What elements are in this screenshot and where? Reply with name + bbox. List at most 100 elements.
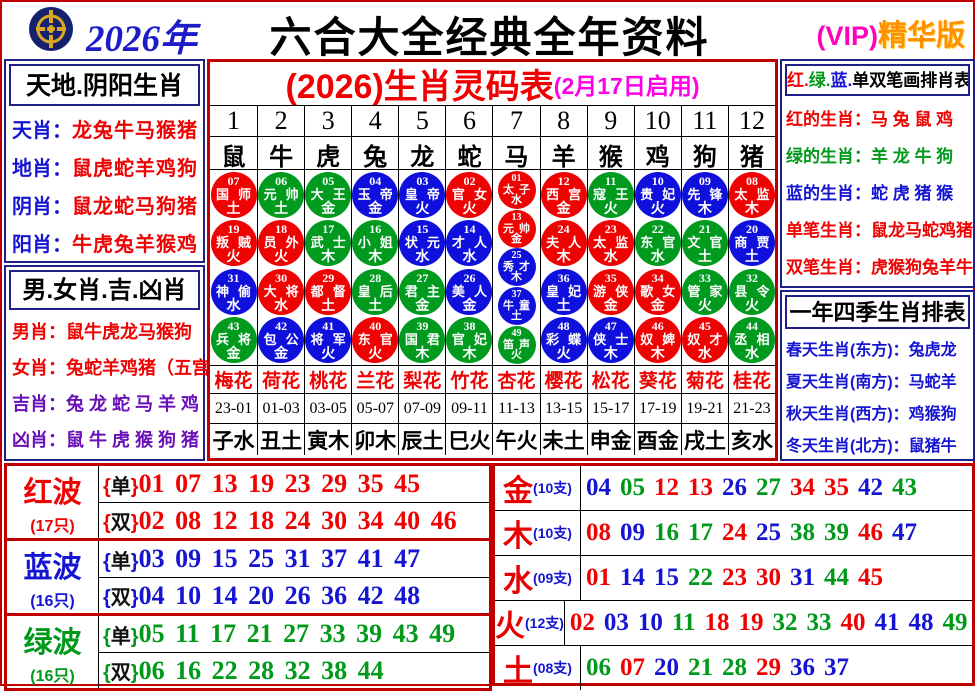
column-number: 7	[492, 106, 539, 136]
ball-number: 22	[651, 222, 664, 237]
ball-name: 大将	[263, 283, 299, 299]
attribute-value: 鼠 牛 虎 猴 狗 猪	[66, 430, 200, 450]
attribute-value: 鼠虎蛇羊鸡狗	[72, 157, 198, 180]
wave-label: 蓝波 (16只)	[7, 541, 99, 613]
vip-label: (VIP)	[816, 21, 878, 51]
page-title: 六合大全经典全年资料	[269, 14, 710, 61]
element-number: 22	[688, 564, 713, 591]
ball-name: 才人	[451, 235, 487, 251]
number-ball: 37 牛童土	[497, 287, 536, 326]
ball-number: 18	[275, 222, 288, 237]
element-number: 16	[654, 519, 679, 546]
ball-number: 09	[698, 174, 711, 189]
column-number: 10	[633, 106, 681, 136]
number-balls-area: 07 国师土 19 叛贼火 31 神偷水 43 兵将金 06 元帅土 18 员外火 30 大将水 42 包公金…	[210, 169, 775, 365]
number-ball: 41 将军火	[305, 316, 352, 363]
attribute-label: 冬天生肖(北方)：	[786, 438, 909, 455]
ball-name: 歌女	[640, 283, 676, 299]
attribute-value: 鸡猴狗	[908, 406, 957, 423]
time-cell: 17-19	[633, 394, 681, 423]
attribute-label: 红的生肖：	[786, 110, 871, 129]
element-number: 27	[756, 474, 781, 501]
attribute-value: 兔 龙 蛇 马 羊 鸡	[66, 394, 200, 414]
element-number: 20	[654, 654, 679, 681]
number-ball: 24 夫人木	[540, 220, 587, 267]
ball-number: 27	[416, 270, 429, 285]
ball-element: 金	[274, 344, 289, 361]
element-number: 04	[586, 474, 611, 501]
element-row: 金 (10支) 04 05 12 13 26 27 34 35 42 43	[495, 466, 972, 510]
ball-number: 17	[322, 222, 335, 237]
flower-row: 梅花 荷花 桃花 兰花 梨花 竹花 杏花 樱花 松花 葵花 菊花 桂花	[210, 365, 775, 393]
ball-number: 49	[511, 328, 522, 340]
ball-element: 火	[511, 349, 523, 362]
attribute-row: 阴肖： 鼠龙蛇马狗猪	[6, 185, 203, 223]
attribute-row: 秋天生肖(西方)： 鸡猴狗	[782, 396, 973, 428]
ball-element: 土	[226, 200, 241, 217]
vip-badge: (VIP)精华版	[816, 12, 965, 54]
zodiac-row: 鼠牛虎兔龙蛇马羊猴鸡狗猪	[210, 136, 775, 172]
ball-name: 牛童	[503, 300, 531, 313]
number-ball: 05 大王金	[305, 172, 352, 219]
branch-cell: 未土	[539, 424, 587, 455]
element-number: 45	[858, 564, 883, 591]
time-cell: 19-21	[680, 394, 728, 423]
zodiac-cell: 羊	[539, 137, 587, 172]
ball-name: 官女	[451, 187, 487, 203]
ball-element: 火	[603, 200, 618, 217]
ball-number: 45	[698, 318, 711, 333]
ball-number: 08	[745, 174, 758, 189]
number-ball: 33 管家火	[681, 268, 728, 315]
ball-element: 木	[321, 248, 336, 265]
ball-element: 火	[226, 248, 241, 265]
ball-number: 30	[275, 270, 288, 285]
element-number: 33	[806, 609, 832, 636]
attribute-value: 牛虎兔羊猴鸡	[72, 233, 198, 256]
element-count: (09支)	[533, 570, 572, 586]
ball-name: 都督	[310, 283, 346, 299]
odd-even-tag: {双}	[103, 587, 139, 609]
ball-number: 15	[416, 222, 429, 237]
ball-element: 木	[415, 344, 430, 361]
ball-number: 07	[227, 174, 240, 189]
element-number: 34	[790, 474, 815, 501]
number-ball: 38 官妃木	[446, 316, 493, 363]
ball-number: 26	[463, 270, 476, 285]
attribute-value: 鼠猪牛	[908, 438, 957, 455]
ball-name: 包公	[263, 331, 299, 347]
time-cell: 07-09	[398, 394, 445, 423]
element-number: 36	[790, 654, 815, 681]
ball-element: 金	[556, 200, 571, 217]
column-number: 3	[304, 106, 351, 136]
ball-number: 16	[369, 222, 382, 237]
wave-name: 红波	[23, 476, 82, 509]
element-numbers: 04 05 12 13 26 27 34 35 42 43	[581, 466, 972, 510]
number-ball: 39 国君木	[399, 316, 446, 363]
heaven-earth-zodiac-panel: 天地.阴阳生肖 天肖： 龙兔牛马猴猪 地肖： 鼠虎蛇羊鸡狗 阴肖： 鼠龙蛇马狗猪 阳肖： 牛虎…	[4, 59, 205, 263]
ball-column: 11 寇王火 23 太监水 35 游侠金 47 侠士木	[586, 170, 634, 365]
ball-name: 武士	[310, 235, 346, 251]
number-ball: 30 大将水	[258, 268, 305, 315]
element-label: 火 (12支)	[495, 601, 565, 645]
ball-element: 水	[697, 344, 712, 361]
element-row: 土 (08支) 06 07 20 21 28 29 36 37	[495, 645, 972, 690]
element-number: 46	[858, 519, 883, 546]
branch-cell: 寅木	[304, 424, 351, 455]
ball-name: 太子	[503, 183, 531, 196]
element-number: 10	[637, 609, 663, 636]
ball-number: 33	[698, 270, 711, 285]
zodiac-cell: 虎	[304, 137, 351, 172]
ball-element: 水	[744, 344, 759, 361]
column-number-row: 1 2 3 4 5 6 7 8 9 10 11 12	[210, 106, 775, 136]
number-ball: 03 皇帝火	[399, 172, 446, 219]
color-stroke-zodiac-panel: 红.绿.蓝.单双笔画排肖表 红的生肖：马 兔 鼠 鸡绿的生肖：羊 龙 牛 狗蓝的…	[780, 59, 975, 288]
number-ball: 36 皇妃土	[540, 268, 587, 315]
attribute-row: 吉肖：兔 龙 蛇 马 羊 鸡	[6, 385, 203, 421]
odd-even-tag: {单}	[103, 475, 139, 498]
ball-name: 将军	[310, 331, 346, 347]
wave-name: 蓝波	[23, 551, 82, 584]
ball-element: 木	[462, 344, 477, 361]
ball-number: 25	[511, 250, 522, 262]
wave-numbers: 06 16 22 28 32 38 44	[138, 655, 384, 685]
wave-count: (16只)	[30, 592, 75, 610]
